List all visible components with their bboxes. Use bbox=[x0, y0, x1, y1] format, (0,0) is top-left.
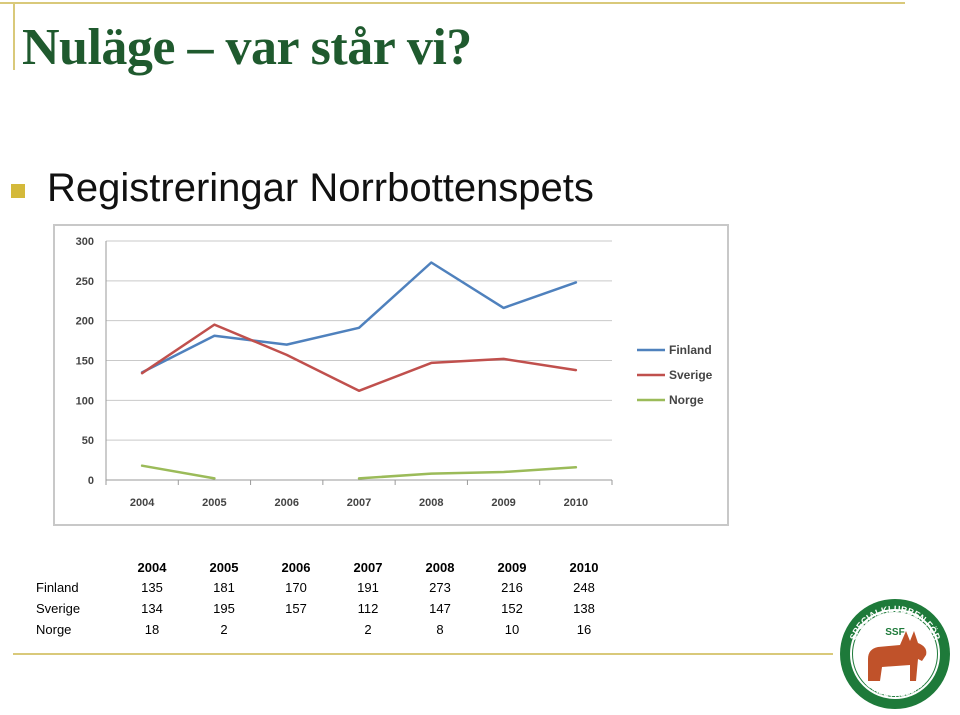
table-cell: 8 bbox=[436, 622, 444, 637]
logo-dog-icon bbox=[868, 631, 927, 681]
top-rule bbox=[0, 2, 905, 4]
table-header-2006: 2006 bbox=[281, 560, 311, 575]
table-header-2004: 2004 bbox=[137, 560, 167, 575]
y-tick-label: 200 bbox=[76, 316, 94, 328]
table-header-2009: 2009 bbox=[497, 560, 527, 575]
x-tick-label: 2009 bbox=[491, 497, 515, 509]
series-line-norge bbox=[140, 464, 216, 480]
series-line-norge bbox=[357, 466, 578, 480]
table-header-2005: 2005 bbox=[209, 560, 239, 575]
table-cell: 138 bbox=[573, 601, 595, 616]
table-row-label: Sverige bbox=[36, 601, 81, 616]
table-cell: 157 bbox=[285, 601, 307, 616]
table-cell: 191 bbox=[357, 580, 379, 595]
y-tick-label: 150 bbox=[76, 356, 94, 368]
table-cell: 134 bbox=[141, 601, 163, 616]
y-tick-label: 250 bbox=[76, 276, 94, 288]
table-cell: 16 bbox=[576, 622, 592, 637]
bottom-rule bbox=[13, 653, 833, 655]
table-row: Sverige 134 195 157 112 147 152 138 bbox=[36, 598, 620, 619]
table-cell: 152 bbox=[501, 601, 523, 616]
table-cell: 18 bbox=[144, 622, 160, 637]
table-cell: 216 bbox=[501, 580, 523, 595]
legend-label: Sverige bbox=[669, 368, 713, 382]
table-header-row: 2004 2005 2006 2007 2008 2009 2010 bbox=[36, 558, 620, 577]
x-tick-label: 2006 bbox=[274, 497, 298, 509]
x-tick-label: 2007 bbox=[347, 497, 371, 509]
logo-inner-ring bbox=[850, 609, 940, 699]
x-tick-label: 2010 bbox=[564, 497, 588, 509]
x-tick-label: 2008 bbox=[419, 497, 443, 509]
table-cell: 195 bbox=[213, 601, 235, 616]
axes: 0 50 100 150 200 250 300 2004 2005 2006 2007 2008 20… bbox=[76, 236, 613, 509]
table-row-label: Finland bbox=[36, 580, 79, 595]
chart-frame bbox=[53, 224, 729, 526]
table-cell: 273 bbox=[429, 580, 451, 595]
table-cell: 170 bbox=[285, 580, 307, 595]
slide-title: Nuläge – var står vi? bbox=[22, 19, 472, 76]
table-cell: 135 bbox=[141, 580, 163, 595]
table-header-2007: 2007 bbox=[353, 560, 383, 575]
table-header-2010: 2010 bbox=[569, 560, 599, 575]
table-cell: 181 bbox=[213, 580, 235, 595]
table-row: Norge 18 2 2 8 10 16 bbox=[36, 619, 620, 640]
legend-label: Finland bbox=[669, 343, 712, 357]
y-tick-label: 300 bbox=[76, 236, 94, 248]
legend: Finland Sverige Norge bbox=[637, 343, 713, 407]
table-row-label: Norge bbox=[36, 622, 72, 637]
table-cell: 147 bbox=[429, 601, 451, 616]
series-line-finland bbox=[140, 261, 578, 374]
y-tick-label: 100 bbox=[76, 395, 94, 407]
series-line-sverige bbox=[140, 323, 578, 393]
table-row: Finland 135 181 170 191 273 216 248 bbox=[36, 577, 620, 598]
legend-label: Norge bbox=[669, 393, 704, 407]
left-rule bbox=[13, 2, 15, 70]
x-tick-label: 2004 bbox=[130, 497, 155, 509]
club-logo: SPECIALKLUBBEN FÖR SKÄLLANDE FÅGELHUNDAR… bbox=[840, 599, 950, 709]
y-tick-label: 0 bbox=[88, 475, 94, 487]
logo-text-mid: SSF bbox=[885, 627, 904, 638]
x-tick-label: 2005 bbox=[202, 497, 226, 509]
table-cell: 248 bbox=[573, 580, 595, 595]
bullet-text: Registreringar Norrbottenspets bbox=[47, 166, 594, 210]
table-cell: 112 bbox=[357, 601, 379, 616]
table-cell: 2 bbox=[220, 622, 228, 637]
data-table: 2004 2005 2006 2007 2008 2009 2010 Finla… bbox=[36, 558, 620, 640]
table-corner bbox=[36, 558, 116, 577]
series-lines bbox=[140, 261, 578, 480]
bullet-square-icon bbox=[11, 184, 25, 198]
y-tick-label: 50 bbox=[82, 435, 94, 447]
table-cell bbox=[260, 619, 332, 640]
table-cell: 2 bbox=[364, 622, 372, 637]
table-header-2008: 2008 bbox=[425, 560, 455, 575]
gridlines bbox=[106, 240, 612, 441]
table-cell: 10 bbox=[504, 622, 520, 637]
